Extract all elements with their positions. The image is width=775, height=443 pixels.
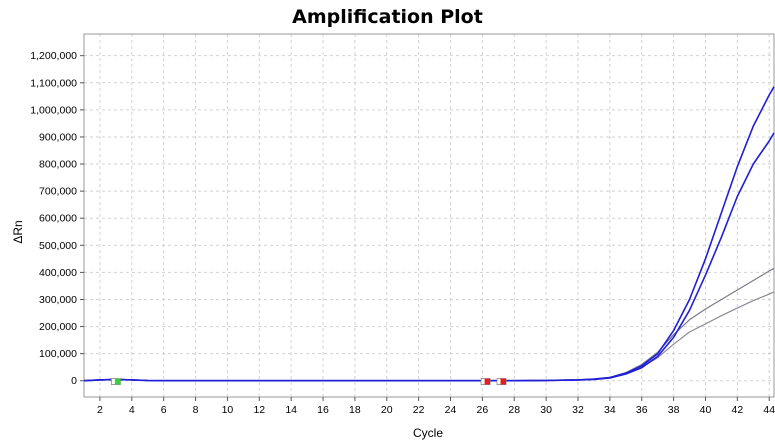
y-tick-label: 400,000 — [39, 267, 77, 279]
x-tick-label: 2 — [97, 404, 103, 416]
y-axis-label: ΔRn — [11, 220, 25, 243]
x-tick-label: 18 — [349, 404, 361, 416]
x-tick-label: 42 — [732, 404, 744, 416]
x-tick-label: 32 — [572, 404, 584, 416]
x-tick-label: 16 — [317, 404, 329, 416]
marker-3 — [500, 378, 507, 385]
x-tick-label: 24 — [445, 404, 457, 416]
series-line-1 — [83, 86, 775, 382]
x-tick-label: 20 — [381, 404, 393, 416]
x-tick-label: 6 — [161, 404, 167, 416]
x-tick-label: 10 — [222, 404, 234, 416]
x-tick-label: 34 — [604, 404, 616, 416]
y-tick-label: 500,000 — [39, 240, 77, 252]
marker-layer — [110, 378, 507, 385]
y-tick-label: 900,000 — [39, 131, 77, 143]
x-tick-label: 4 — [129, 404, 135, 416]
marker-2 — [484, 378, 491, 385]
x-tick-label: 44 — [763, 404, 775, 416]
chart-title: Amplification Plot — [292, 6, 483, 28]
x-tick-label: 12 — [253, 404, 265, 416]
x-tick-label: 30 — [540, 404, 552, 416]
x-axis-label: Cycle — [413, 426, 443, 440]
y-tick-label: 1,000,000 — [30, 104, 77, 116]
y-tick-label: 1,100,000 — [30, 77, 77, 89]
y-tick-label: 300,000 — [39, 294, 77, 306]
x-tick-label: 40 — [700, 404, 712, 416]
series-line-3 — [83, 267, 775, 382]
y-tick-label: 100,000 — [39, 348, 77, 360]
x-tick-label: 36 — [636, 404, 648, 416]
x-tick-label: 8 — [193, 404, 199, 416]
series-line-2 — [83, 132, 775, 382]
x-tick-label: 22 — [413, 404, 425, 416]
axis-layer: 0 100,000 200,000 300,000 400,000 500,000 600,… — [30, 33, 775, 416]
x-tick-label: 26 — [477, 404, 489, 416]
y-tick-label: 700,000 — [39, 186, 77, 198]
plot-frame — [83, 33, 775, 398]
series-layer — [83, 86, 775, 382]
y-tick-label: 0 — [71, 375, 77, 387]
y-tick-label: 1,200,000 — [30, 50, 77, 62]
x-tick-label: 38 — [668, 404, 680, 416]
y-tick-label: 200,000 — [39, 321, 77, 333]
marker-1 — [114, 378, 121, 385]
y-tick-label: 600,000 — [39, 213, 77, 225]
y-tick-label: 800,000 — [39, 159, 77, 171]
grid-layer — [84, 34, 774, 397]
x-tick-label: 28 — [508, 404, 520, 416]
x-tick-label: 14 — [285, 404, 297, 416]
